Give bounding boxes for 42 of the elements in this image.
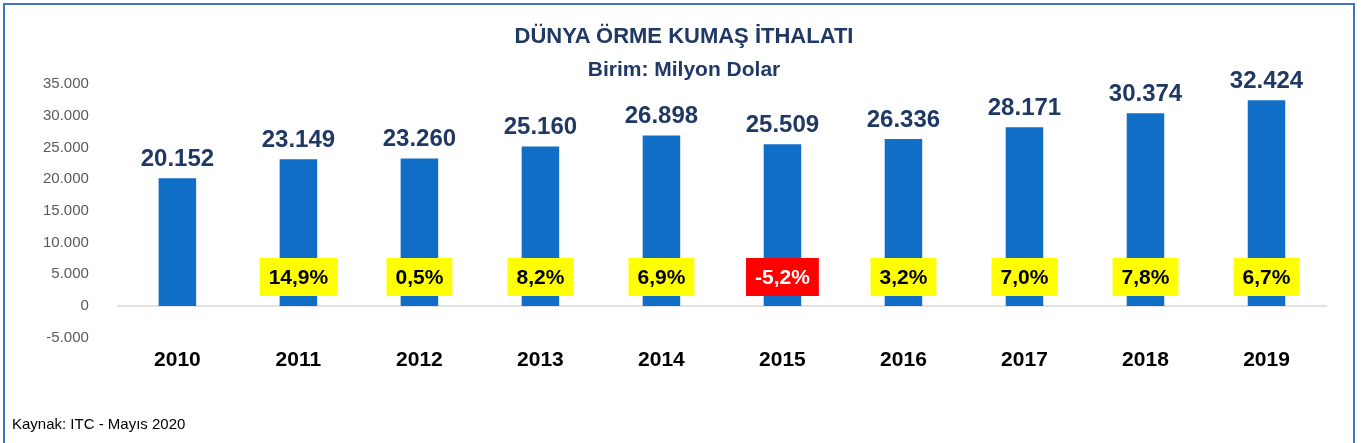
x-tick-label: 2010 (154, 347, 201, 371)
y-tick-label: 0 (80, 296, 89, 314)
y-tick-label: 15.000 (42, 201, 89, 219)
y-tick-label: 20.000 (42, 169, 89, 187)
text: Kaynak: ITC - Mayıs 2020 (12, 415, 186, 433)
annotation: -5,2% (755, 264, 811, 288)
y-tick-label: 5.000 (51, 264, 89, 282)
data-label: 20.152 (140, 143, 215, 171)
data-label: 30.374 (1108, 78, 1183, 106)
chart-subtitle: Birim: Milyon Dolar (587, 56, 781, 80)
data-label: 28.171 (987, 92, 1062, 120)
y-tick-label: 25.000 (42, 137, 89, 155)
x-tick-label: 2012 (396, 347, 443, 371)
annotation: 14,9% (268, 264, 329, 288)
data-label: 23.149 (261, 124, 336, 152)
x-tick-label: 2014 (638, 347, 686, 371)
data-label: 25.160 (503, 112, 578, 140)
annotation: 6,9% (637, 264, 686, 288)
x-tick-label: 2018 (1122, 347, 1170, 371)
annotation: 8,2% (516, 264, 565, 288)
y-tick-label: -5.000 (46, 327, 89, 345)
y-tick-label: 30.000 (42, 105, 89, 123)
annotation: 7,8% (1121, 264, 1170, 288)
x-tick-label: 2019 (1243, 347, 1290, 371)
x-tick-label: 2011 (275, 347, 322, 371)
data-label: 26.898 (624, 101, 699, 129)
x-tick-label: 2015 (759, 347, 807, 371)
data-label: 26.336 (866, 104, 941, 132)
x-tick-label: 2013 (517, 347, 564, 371)
x-tick-label: 2016 (880, 347, 927, 371)
y-tick-label: 35.000 (42, 74, 89, 92)
annotation: 7,0% (1000, 264, 1049, 288)
annotation: 6,7% (1242, 264, 1291, 288)
bar (158, 178, 197, 307)
data-label: 23.260 (382, 124, 457, 152)
annotation: 0,5% (395, 264, 444, 288)
data-label: 32.424 (1229, 65, 1304, 93)
data-label: 25.509 (745, 109, 820, 137)
annotation: 3,2% (879, 264, 928, 288)
chart-title: DÜNYA ÖRME KUMAŞ İTHALATI (514, 23, 854, 49)
y-tick-label: 10.000 (42, 232, 89, 250)
x-tick-label: 2017 (1001, 347, 1048, 371)
